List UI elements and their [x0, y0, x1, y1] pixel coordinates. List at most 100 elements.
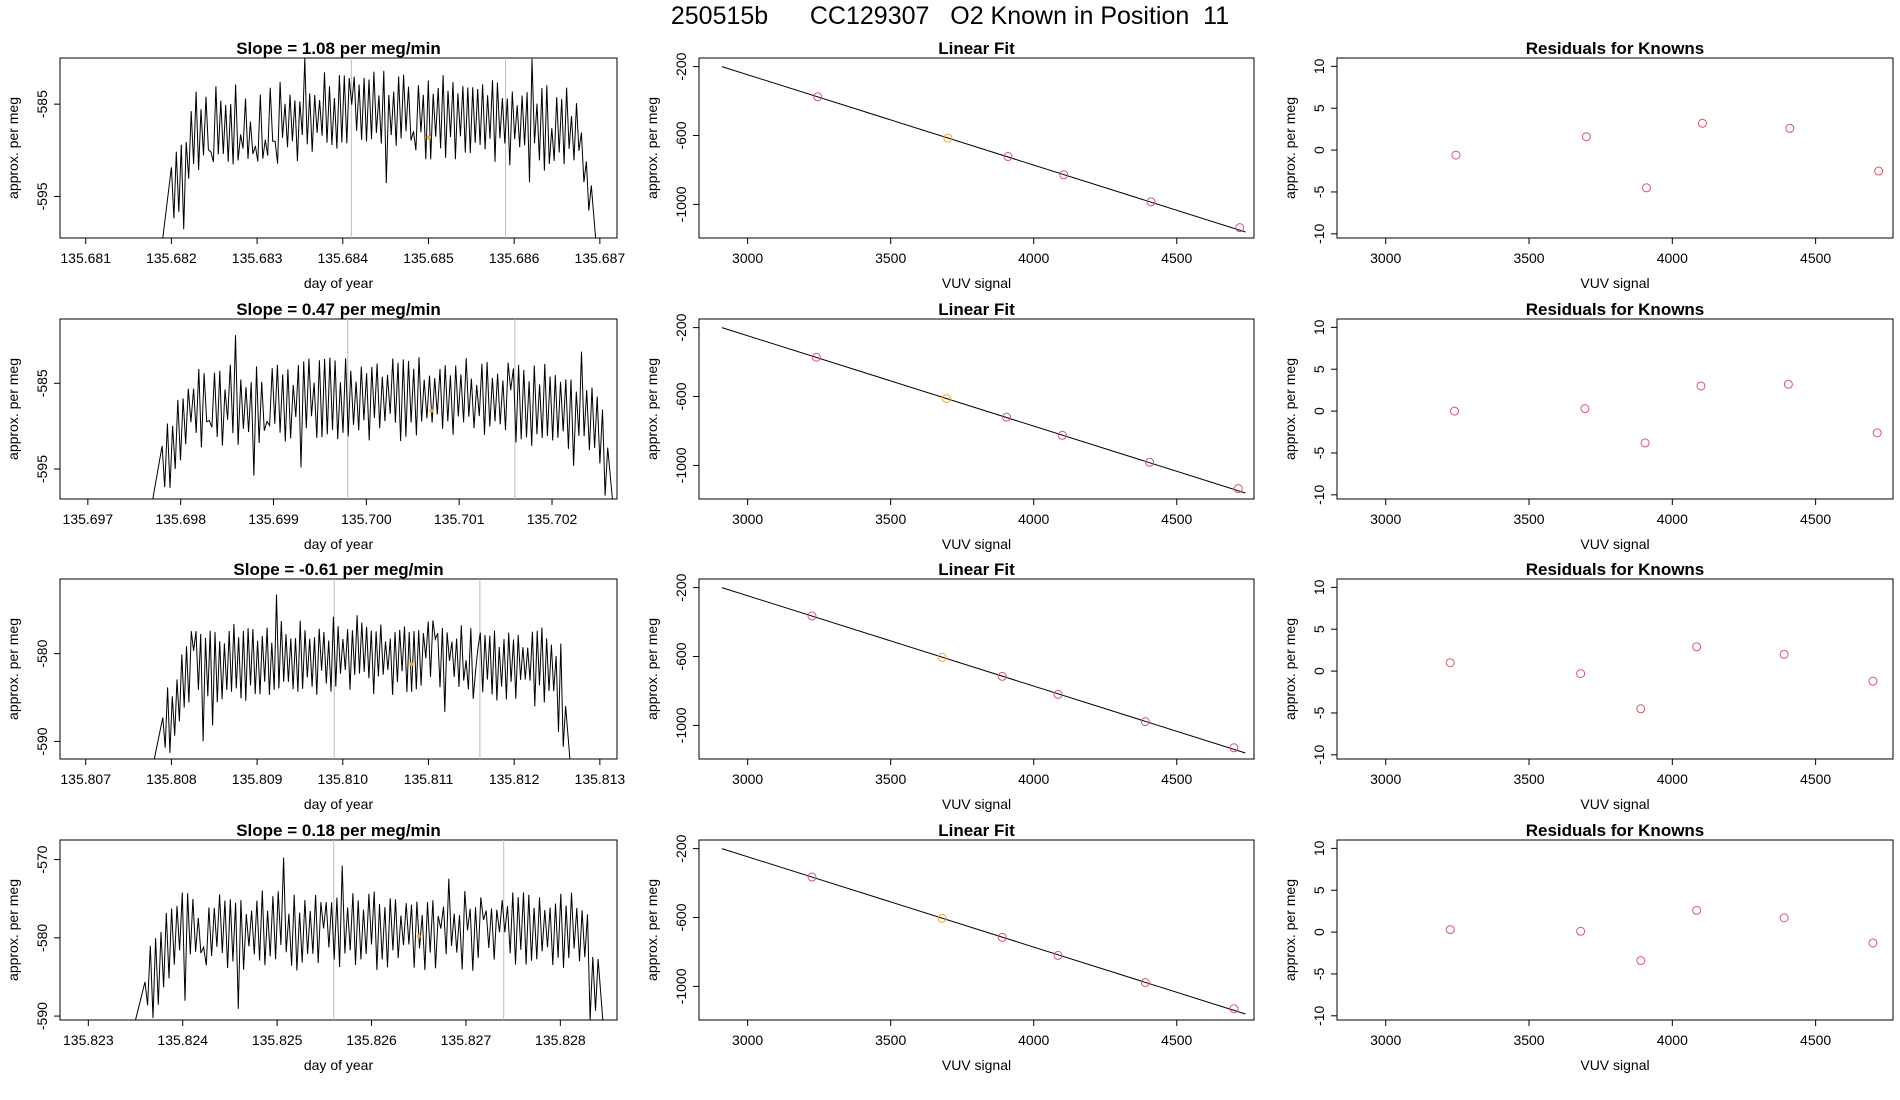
- chart-9-residual-point: [1692, 642, 1702, 652]
- chart-3-residual-point: [1785, 123, 1795, 133]
- chart-2-data-point: [1235, 223, 1245, 233]
- chart-4-x-tick-label: 135.700: [341, 511, 392, 527]
- chart-3-residual-point: [1642, 183, 1652, 193]
- chart-9-plot-frame: [1336, 578, 1894, 760]
- chart-3-y-tick-label: -5: [1311, 186, 1327, 199]
- chart-4-x-tick-label: 135.697: [63, 511, 114, 527]
- chart-6-plot-frame: [1336, 318, 1894, 500]
- chart-2-x-tick-label: 4000: [1018, 250, 1049, 266]
- chart-3-residual-point: [1581, 132, 1591, 142]
- chart-12-y-tick-label: 10: [1311, 840, 1327, 856]
- chart-5-y-tick-label: -1000: [673, 447, 689, 483]
- chart-9-y-tick-label: 0: [1311, 667, 1327, 675]
- chart-7-y-axis-label: approx. per meg: [5, 618, 21, 720]
- chart-2-y-tick-label: -1000: [673, 186, 689, 222]
- chart-5-x-tick-label: 4500: [1161, 511, 1192, 527]
- chart-12-x-tick-label: 3000: [1370, 1032, 1401, 1048]
- chart-6-x-axis-label: VUV signal: [1580, 536, 1649, 552]
- chart-9-y-tick-label: 5: [1311, 625, 1327, 633]
- chart-3-y-tick-label: -10: [1311, 223, 1327, 243]
- chart-1-plot-frame: [59, 57, 618, 239]
- chart-11-data-point: [1053, 950, 1063, 960]
- chart-11-x-axis-label: VUV signal: [942, 1057, 1011, 1073]
- chart-7-x-tick-label: 135.811: [404, 771, 454, 787]
- chart-11-y-tick-label: -200: [673, 834, 689, 862]
- chart-6-y-axis-label: approx. per meg: [1282, 358, 1298, 460]
- chart-4-x-tick-label: 135.701: [434, 511, 485, 527]
- chart-7-marker-point: [409, 662, 414, 667]
- chart-8-data-point: [1140, 717, 1150, 727]
- chart-3-y-tick-label: 10: [1311, 58, 1327, 74]
- chart-7-x-tick-label: 135.807: [60, 771, 111, 787]
- chart-6-y-tick-label: 5: [1311, 365, 1327, 373]
- chart-5-y-axis-label: approx. per meg: [644, 358, 660, 460]
- chart-11-fit-line: [721, 848, 1246, 1015]
- chart-2-title: Linear Fit: [938, 39, 1015, 58]
- chart-7-x-tick-label: 135.812: [489, 771, 540, 787]
- chart-3-x-tick-label: 4500: [1800, 250, 1831, 266]
- chart-10-y-tick-label: -570: [34, 845, 50, 873]
- chart-5-x-tick-label: 4000: [1018, 511, 1049, 527]
- chart-8-y-axis-label: approx. per meg: [644, 618, 660, 720]
- chart-5-x-axis-label: VUV signal: [942, 536, 1011, 552]
- chart-1-x-tick-label: 135.682: [146, 250, 197, 266]
- chart-5-data-point: [811, 352, 821, 362]
- chart-1-x-tick-label: 135.687: [575, 250, 626, 266]
- chart-12-residual-point: [1445, 925, 1455, 935]
- chart-6-y-tick-label: 0: [1311, 407, 1327, 415]
- chart-12-residual-point: [1576, 926, 1586, 936]
- chart-1-x-tick-label: 135.683: [232, 250, 283, 266]
- chart-11-data-point: [997, 932, 1007, 942]
- chart-6-residual-point: [1872, 428, 1882, 438]
- chart-10-x-tick-label: 135.826: [346, 1032, 397, 1048]
- chart-7-plot-frame: [59, 578, 618, 760]
- chart-3-residual-point: [1697, 118, 1707, 128]
- chart-11-data-point: [807, 872, 817, 882]
- chart-10-y-tick-label: -590: [34, 1002, 50, 1030]
- chart-11-x-tick-label: 4500: [1161, 1032, 1192, 1048]
- chart-9-y-tick-label: -10: [1311, 744, 1327, 764]
- chart-10-x-tick-label: 135.825: [252, 1032, 303, 1048]
- chart-11-title: Linear Fit: [938, 821, 1015, 840]
- chart-10-x-axis-label: day of year: [304, 1057, 374, 1073]
- chart-1-y-axis-label: approx. per meg: [5, 97, 21, 199]
- chart-8-y-tick-label: -200: [673, 573, 689, 601]
- chart-12-x-tick-label: 3500: [1513, 1032, 1544, 1048]
- chart-1-signal-line: [60, 57, 597, 239]
- chart-1-x-tick-label: 135.685: [403, 250, 454, 266]
- chart-7-x-tick-label: 135.808: [146, 771, 197, 787]
- chart-8-x-axis-label: VUV signal: [942, 796, 1011, 812]
- chart-1-x-tick-label: 135.684: [317, 250, 368, 266]
- chart-6-residual-point: [1640, 438, 1650, 448]
- chart-8-data-point: [1229, 743, 1239, 753]
- chart-9-residual-point: [1445, 658, 1455, 668]
- chart-10-y-axis-label: approx. per meg: [5, 879, 21, 981]
- chart-5-title: Linear Fit: [938, 300, 1015, 319]
- chart-9-residual-point: [1779, 649, 1789, 659]
- chart-4-plot-frame: [59, 318, 618, 500]
- chart-3-x-tick-label: 4000: [1657, 250, 1688, 266]
- chart-6-x-tick-label: 3000: [1370, 511, 1401, 527]
- chart-3-y-axis-label: approx. per meg: [1282, 97, 1298, 199]
- chart-11-x-tick-label: 3000: [732, 1032, 763, 1048]
- chart-6-title: Residuals for Knowns: [1526, 300, 1705, 319]
- chart-4-y-tick-label: -595: [34, 455, 50, 483]
- chart-10-signal-line: [60, 857, 604, 1021]
- chart-8-x-tick-label: 3000: [732, 771, 763, 787]
- chart-2-plot-frame: [698, 57, 1255, 239]
- chart-5-x-tick-label: 3000: [732, 511, 763, 527]
- chart-12-x-tick-label: 4000: [1657, 1032, 1688, 1048]
- chart-11-plot-frame: [698, 839, 1255, 1021]
- chart-8-y-tick-label: -600: [673, 642, 689, 670]
- chart-10-plot-frame: [59, 839, 618, 1021]
- chart-9-x-tick-label: 4500: [1800, 771, 1831, 787]
- chart-12-y-tick-label: 0: [1311, 928, 1327, 936]
- chart-8-title: Linear Fit: [938, 560, 1015, 579]
- chart-12-y-tick-label: -5: [1311, 968, 1327, 981]
- chart-12-residual-point: [1636, 956, 1646, 966]
- chart-5-x-tick-label: 3500: [875, 511, 906, 527]
- chart-7-x-tick-label: 135.809: [232, 771, 283, 787]
- chart-6-y-tick-label: 10: [1311, 319, 1327, 335]
- chart-4-x-axis-label: day of year: [304, 536, 374, 552]
